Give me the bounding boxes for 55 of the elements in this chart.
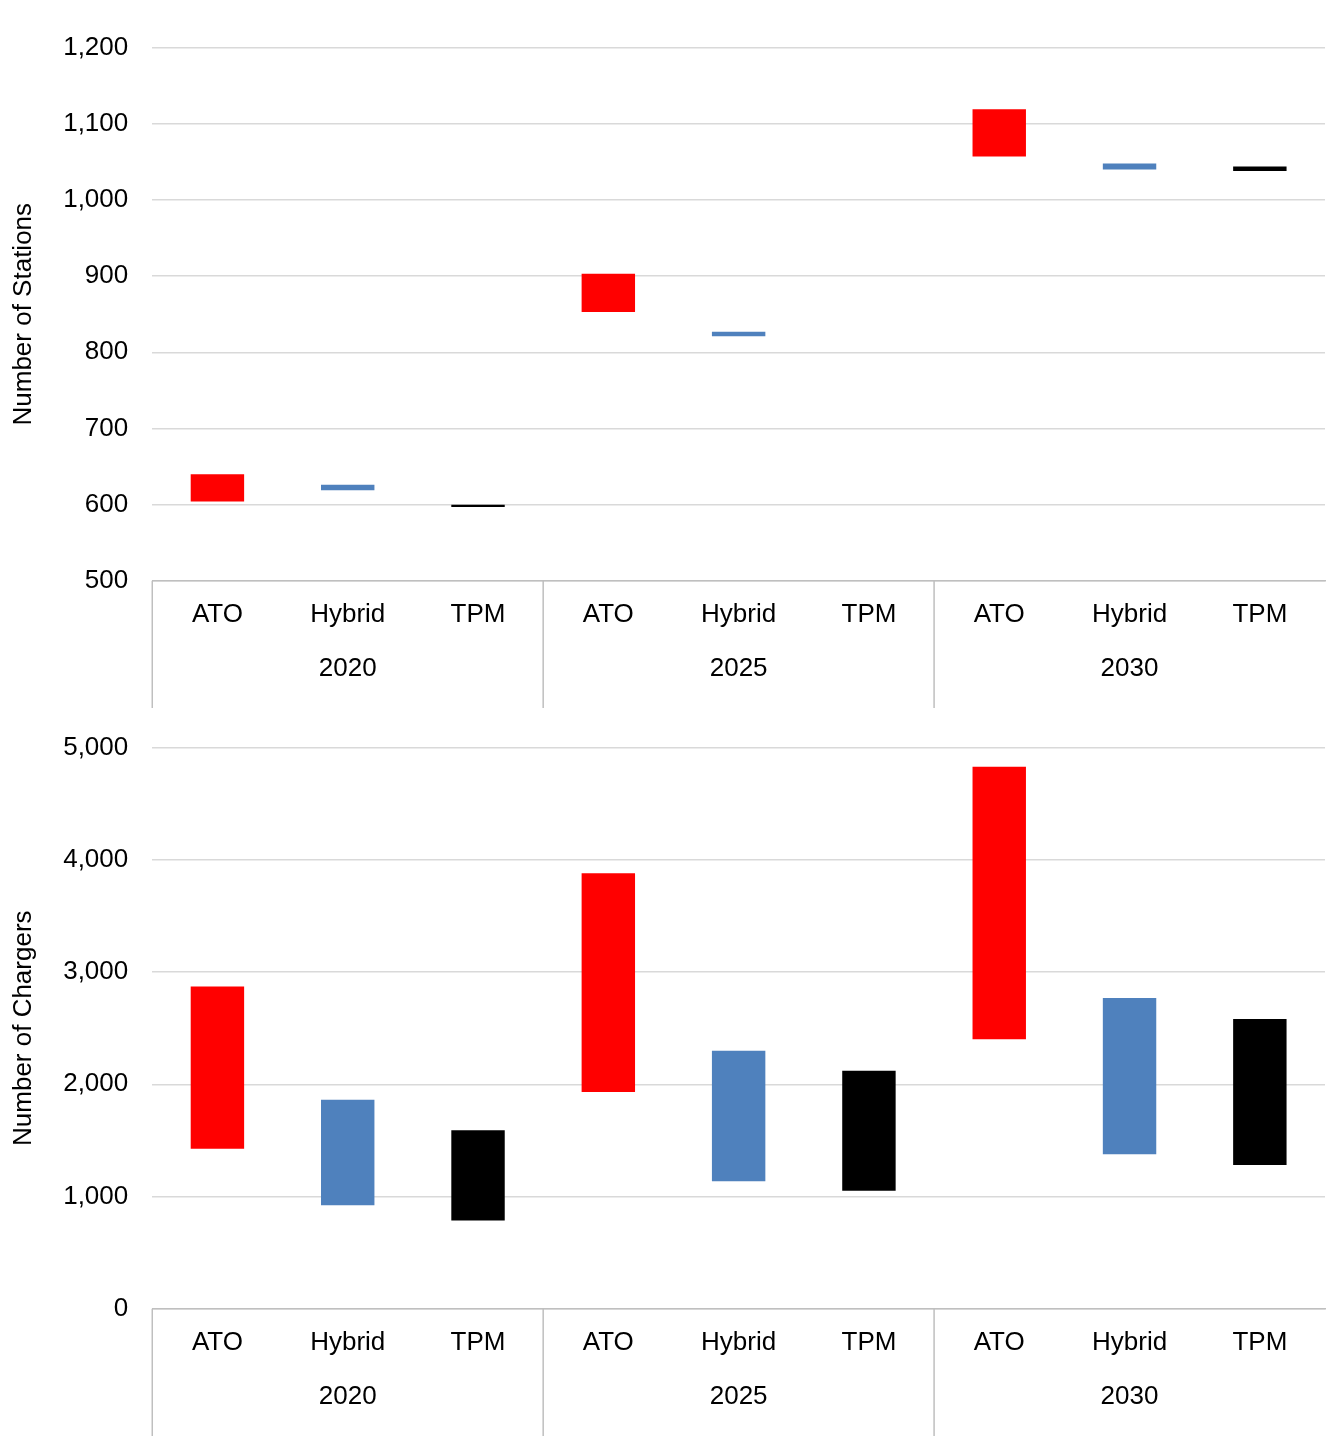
x-tick-label: Hybrid	[1091, 597, 1168, 628]
text: 2030	[1100, 651, 1159, 682]
text: 2020	[318, 1379, 377, 1410]
x-tick-label: ATO	[582, 597, 634, 628]
bar	[451, 1130, 505, 1221]
bar	[1102, 998, 1157, 1155]
x-tick-label: Hybrid	[701, 1325, 777, 1356]
bar	[190, 986, 245, 1149]
bar	[581, 873, 636, 1092]
text: 2025	[709, 1379, 768, 1410]
text: 2025	[709, 651, 768, 682]
bar	[711, 1050, 766, 1182]
y-tick-label: 600	[84, 487, 129, 518]
y-tick-label: 4,000	[63, 843, 129, 874]
y-tick-label: 800	[84, 335, 129, 366]
text: 2020	[318, 651, 377, 682]
y-tick-label: 1,100	[63, 106, 129, 137]
x-tick-label: TPM	[841, 597, 897, 628]
x-tick-label: ATO	[973, 597, 1025, 628]
y-tick-label: 1,200	[63, 30, 129, 61]
y-tick-label: 500	[84, 563, 129, 594]
y-tick-label: 700	[84, 411, 129, 442]
bar	[842, 1070, 896, 1191]
y-tick-label: 1,000	[63, 183, 129, 214]
bar	[581, 273, 636, 312]
text: 2030	[1100, 1379, 1159, 1410]
x-tick-label: Hybrid	[310, 597, 386, 628]
bar	[321, 1099, 375, 1206]
x-tick-label: ATO	[191, 1325, 243, 1356]
bar	[1233, 166, 1287, 171]
x-tick-label: ATO	[191, 597, 243, 628]
x-tick-label: Hybrid	[310, 1325, 386, 1356]
x-tick-label: TPM	[841, 1325, 897, 1356]
bar	[190, 474, 245, 502]
x-tick-label: TPM	[1232, 597, 1288, 628]
x-tick-label: ATO	[973, 1325, 1025, 1356]
y-tick-label: 2,000	[63, 1067, 129, 1098]
y-tick-label: 1,000	[63, 1179, 129, 1210]
bar	[972, 766, 1026, 1040]
bar	[972, 109, 1026, 157]
y-tick-label: 900	[84, 259, 129, 290]
bar	[321, 484, 375, 491]
x-tick-label: TPM	[1232, 1325, 1288, 1356]
x-tick-label: ATO	[582, 1325, 634, 1356]
y-tick-label: 3,000	[63, 955, 129, 986]
x-tick-label: Hybrid	[701, 597, 777, 628]
bar	[1102, 163, 1157, 170]
y-axis-title: Number of Chargers	[6, 910, 37, 1146]
y-tick-label: 0	[113, 1291, 129, 1322]
bar	[1233, 1019, 1287, 1165]
x-tick-label: Hybrid	[1091, 1325, 1168, 1356]
x-tick-label: TPM	[450, 1325, 506, 1356]
y-axis-title: Number of Stations	[6, 202, 37, 426]
y-tick-label: 5,000	[63, 730, 129, 761]
x-tick-label: TPM	[450, 597, 506, 628]
